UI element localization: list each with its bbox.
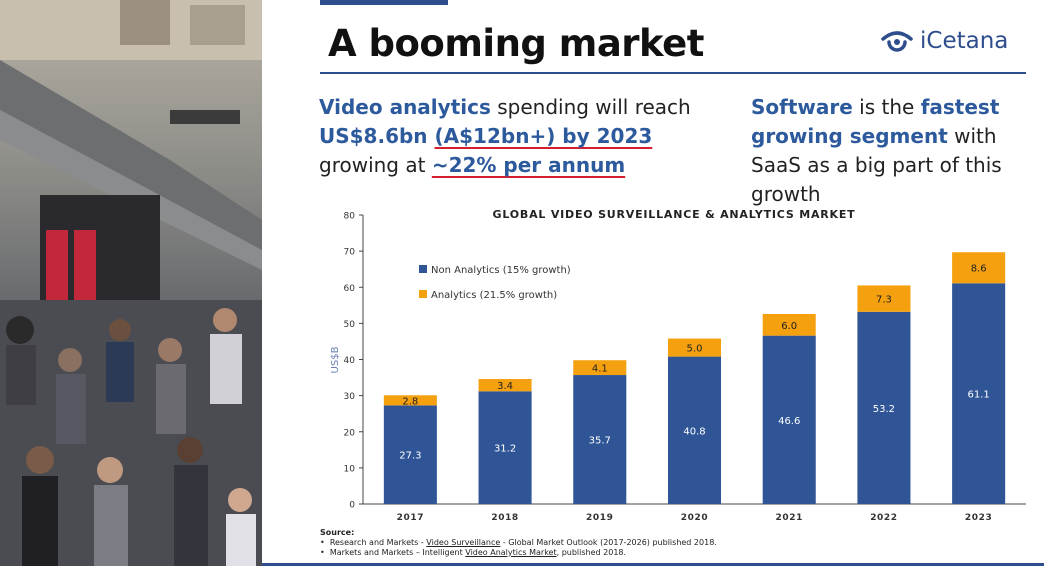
y-tick-label: 30 <box>344 392 356 402</box>
bar-segment-analytics <box>762 313 816 336</box>
bar-value-label: 61.1 <box>968 390 990 401</box>
y-tick-label: 40 <box>344 356 356 366</box>
x-tick-label: 2023 <box>965 513 992 523</box>
source-text: Markets and Markets – Intelligent <box>329 548 466 557</box>
bar-segment-analytics <box>573 360 627 376</box>
market-bar-chart: GLOBAL VIDEO SURVEILLANCE & ANALYTICS MA… <box>330 208 1026 523</box>
bar-segment-analytics <box>952 252 1006 284</box>
x-tick-label: 2022 <box>870 513 897 523</box>
source-link[interactable]: Video Surveillance <box>426 538 501 547</box>
y-tick-label: 60 <box>344 284 356 294</box>
source-notes: Source: • Research and Markets - Video S… <box>320 528 717 558</box>
blurb-underlined-growth: ~22% per annum <box>431 153 626 177</box>
photo-illustration <box>0 0 262 566</box>
bar-value-label: 46.6 <box>778 416 800 427</box>
chart-title: GLOBAL VIDEO SURVEILLANCE & ANALYTICS MA… <box>493 208 856 221</box>
source-link[interactable]: Video Analytics Market <box>465 548 557 557</box>
blurb-text: is the <box>852 95 921 119</box>
bar-segment-non-analytics <box>762 335 816 504</box>
y-tick-label: 10 <box>344 464 356 474</box>
blurb-text: growing at <box>319 153 432 177</box>
bar-segment-non-analytics <box>857 311 911 504</box>
logo-text: iCetana <box>920 28 1009 54</box>
bar-segment-non-analytics <box>573 375 627 504</box>
blurb-highlight: fastest growing segment <box>751 95 1000 148</box>
source-text: - Global Market Outlook (2017-2026) publ… <box>500 538 717 547</box>
bar-segment-non-analytics <box>667 356 722 504</box>
bar-value-label: 7.3 <box>876 295 892 306</box>
source-line: • Markets and Markets – Intelligent Vide… <box>320 548 627 557</box>
source-line: • Research and Markets - Video Surveilla… <box>320 538 717 547</box>
bar-segment-non-analytics <box>478 391 532 504</box>
bar-value-label: 35.7 <box>589 436 611 447</box>
source-text: Research and Markets - <box>329 538 427 547</box>
top-accent-bar <box>320 0 448 5</box>
blurb-underlined-figure: (A$12bn+) by 2023 <box>434 124 653 148</box>
source-text: , published 2018. <box>556 548 627 557</box>
analytics-spend-blurb: Video analytics spending will reach US$8… <box>319 93 719 180</box>
x-tick-label: 2020 <box>681 513 708 523</box>
station-crowd-photo <box>0 0 262 566</box>
company-logo: iCetana <box>880 28 1008 54</box>
blurb-highlight: Software <box>751 95 853 119</box>
bar-segment-analytics <box>383 395 437 406</box>
y-tick-label: 80 <box>344 212 356 222</box>
source-heading: Source: <box>320 528 355 537</box>
bar-value-label: 4.1 <box>592 364 608 375</box>
bar-segment-non-analytics <box>383 405 437 504</box>
bar-segment-non-analytics <box>952 283 1006 504</box>
y-tick-label: 70 <box>344 248 356 258</box>
blurb-text: with SaaS as a big part of this growth <box>751 124 1002 206</box>
x-tick-label: 2018 <box>491 513 518 523</box>
y-axis-label: US$B <box>330 346 341 373</box>
blurb-text: spending will reach <box>490 95 691 119</box>
legend-swatch <box>419 265 427 273</box>
bottom-accent-bar <box>262 563 1044 566</box>
bar-value-label: 27.3 <box>399 451 421 462</box>
bar-segment-analytics <box>667 338 722 357</box>
bar-value-label: 31.2 <box>494 444 516 455</box>
page-title: A booming market <box>328 22 704 65</box>
x-tick-label: 2021 <box>775 513 802 523</box>
title-divider <box>320 72 1026 74</box>
blurb-highlight: Video analytics <box>319 95 491 119</box>
y-tick-label: 0 <box>349 501 355 511</box>
bar-value-label: 40.8 <box>683 426 705 437</box>
bar-segment-analytics <box>478 379 532 392</box>
bar-value-label: 6.0 <box>781 321 797 332</box>
software-segment-blurb: Software is the fastest growing segment … <box>751 93 1041 209</box>
y-tick-label: 50 <box>344 320 356 330</box>
bar-value-label: 2.8 <box>402 396 418 407</box>
bar-value-label: 3.4 <box>497 381 513 392</box>
legend-swatch <box>419 290 427 298</box>
bar-value-label: 5.0 <box>687 344 703 355</box>
x-tick-label: 2017 <box>397 513 424 523</box>
x-tick-label: 2019 <box>586 513 613 523</box>
legend-label: Non Analytics (15% growth) <box>431 265 571 276</box>
bar-value-label: 53.2 <box>873 404 895 415</box>
bar-segment-analytics <box>857 285 911 312</box>
blurb-highlight: US$8.6bn <box>319 124 435 148</box>
eye-logo-icon <box>881 31 913 52</box>
legend-label: Analytics (21.5% growth) <box>431 290 557 301</box>
bar-value-label: 8.6 <box>971 264 987 275</box>
y-tick-label: 20 <box>344 428 356 438</box>
